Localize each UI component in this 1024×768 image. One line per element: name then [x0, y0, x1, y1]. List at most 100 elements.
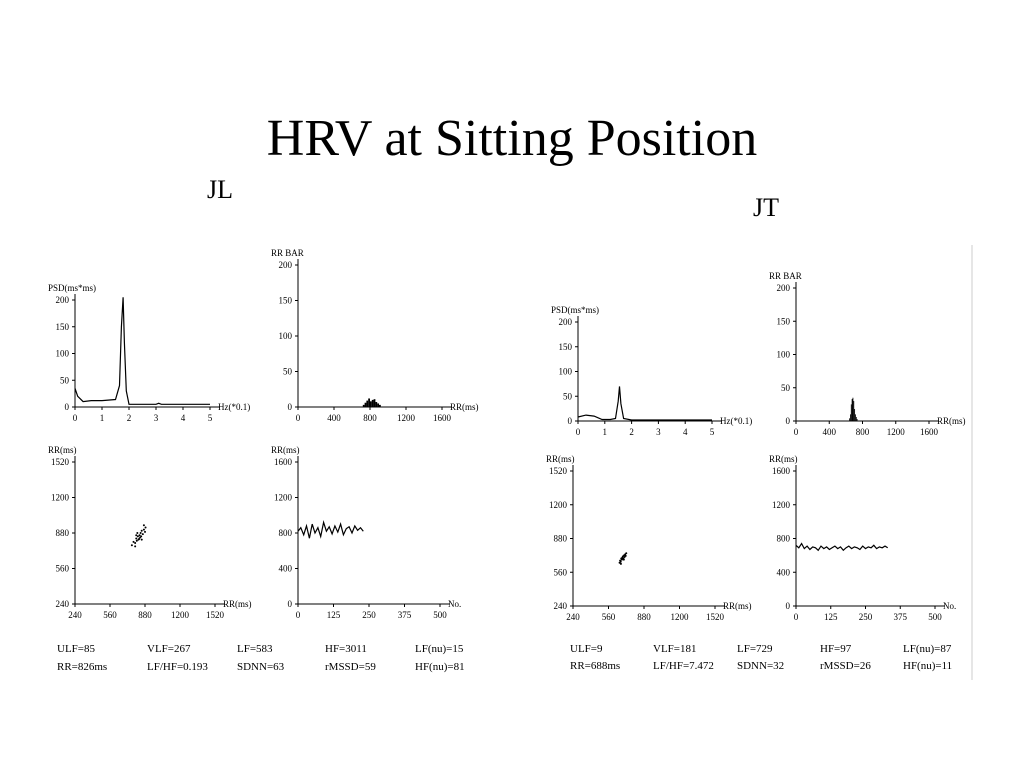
x-tick-label: 4 [181, 413, 186, 423]
y-tick-label: 50 [781, 383, 791, 393]
x-tick-label: 560 [602, 612, 616, 622]
stat-text: HF(nu)=11 [903, 660, 952, 672]
scatter-point [135, 537, 138, 540]
x-tick-label: 250 [362, 610, 376, 620]
y-tick-label: 1520 [51, 457, 70, 467]
stat-text: rMSSD=26 [820, 660, 871, 672]
x-tick-label: 880 [637, 612, 651, 622]
histogram-bar [852, 397, 854, 421]
y-axis-label: RR BAR [769, 271, 802, 281]
y-axis-label: RR(ms) [271, 445, 300, 455]
histogram-bar [853, 401, 855, 421]
y-tick-label: 100 [777, 350, 791, 360]
data-line [795, 542, 889, 552]
x-tick-label: 500 [433, 610, 447, 620]
scatter-point [141, 533, 144, 536]
y-tick-label: 800 [777, 534, 791, 544]
y-tick-label: 0 [288, 599, 293, 609]
slide-title: HRV at Sitting Position [267, 110, 757, 167]
y-tick-label: 240 [56, 599, 70, 609]
y-tick-label: 50 [60, 375, 70, 385]
histogram-bar [850, 414, 851, 421]
stat-text: VLF=267 [147, 643, 191, 655]
x-tick-label: 2 [629, 427, 634, 437]
scatter-point [135, 539, 138, 542]
x-tick-label: 2 [127, 413, 132, 423]
x-tick-label: 500 [928, 612, 942, 622]
histogram-bar [362, 404, 365, 407]
scatter-point [622, 558, 625, 561]
scatter-point [139, 532, 142, 534]
histogram-bar [856, 419, 858, 421]
x-tick-label: 4 [683, 427, 688, 437]
stat-text: rMSSD=59 [325, 661, 376, 673]
x-tick-label: 240 [68, 610, 82, 620]
histogram-bar [370, 401, 372, 407]
y-tick-label: 1200 [549, 500, 568, 510]
x-tick-label: 400 [327, 413, 341, 423]
group-label: JT [753, 193, 779, 222]
x-tick-label: 1200 [171, 610, 190, 620]
group-label: JL [207, 175, 233, 204]
scatter-point [136, 535, 139, 538]
x-tick-label: 0 [296, 413, 301, 423]
y-axis-label: PSD(ms*ms) [551, 305, 599, 315]
y-tick-label: 400 [279, 564, 293, 574]
x-tick-label: 1520 [206, 610, 225, 620]
y-tick-label: 100 [279, 331, 293, 341]
data-line [297, 520, 364, 539]
x-tick-label: 400 [823, 427, 837, 437]
x-tick-label: 240 [566, 612, 580, 622]
histogram-bar [379, 404, 381, 407]
y-tick-label: 1520 [549, 466, 568, 476]
x-tick-label: 3 [154, 413, 159, 423]
y-tick-label: 0 [288, 402, 293, 412]
y-tick-label: 0 [786, 601, 791, 611]
y-axis-label: PSD(ms*ms) [48, 283, 96, 293]
stat-text: ULF=85 [57, 643, 95, 655]
histogram-bar [373, 399, 376, 407]
x-tick-label: 375 [894, 612, 908, 622]
scatter-point [144, 530, 146, 533]
scatter-point [132, 540, 135, 543]
x-axis-label: Hz(*0.1) [218, 402, 250, 412]
stat-text: HF(nu)=81 [415, 661, 465, 673]
x-axis-label: RR(ms) [450, 402, 479, 412]
scatter-point [134, 545, 137, 548]
x-tick-label: 1200 [671, 612, 690, 622]
stat-text: VLF=181 [653, 643, 696, 655]
x-tick-label: 0 [296, 610, 301, 620]
y-tick-label: 200 [559, 317, 573, 327]
scatter-point [624, 554, 627, 557]
y-tick-label: 100 [56, 349, 70, 359]
histogram-bar [371, 399, 374, 407]
y-axis-label: RR(ms) [48, 445, 77, 455]
data-line [74, 297, 210, 405]
x-tick-label: 250 [859, 612, 873, 622]
x-tick-label: 800 [363, 413, 377, 423]
stat-text: LF=583 [237, 643, 273, 655]
stat-text: ULF=9 [570, 643, 603, 655]
x-axis-label: No. [943, 601, 956, 611]
x-tick-label: 0 [73, 413, 78, 423]
y-tick-label: 560 [554, 567, 568, 577]
stat-text: LF(nu)=15 [415, 643, 464, 655]
y-tick-label: 50 [563, 391, 573, 401]
y-tick-label: 200 [279, 260, 293, 270]
x-tick-label: 0 [794, 612, 799, 622]
y-tick-label: 150 [279, 296, 293, 306]
y-tick-label: 50 [283, 367, 293, 377]
stat-text: LF(nu)=87 [903, 643, 952, 655]
histogram-bar [854, 409, 856, 421]
scatter-point [134, 541, 137, 544]
scatter-point [138, 534, 141, 537]
x-tick-label: 800 [856, 427, 870, 437]
scatter-point [138, 537, 141, 540]
x-axis-label: Hz(*0.1) [720, 416, 752, 426]
y-axis-label: RR(ms) [546, 454, 575, 464]
x-tick-label: 3 [656, 427, 661, 437]
x-tick-label: 5 [208, 413, 213, 423]
x-tick-label: 375 [398, 610, 412, 620]
